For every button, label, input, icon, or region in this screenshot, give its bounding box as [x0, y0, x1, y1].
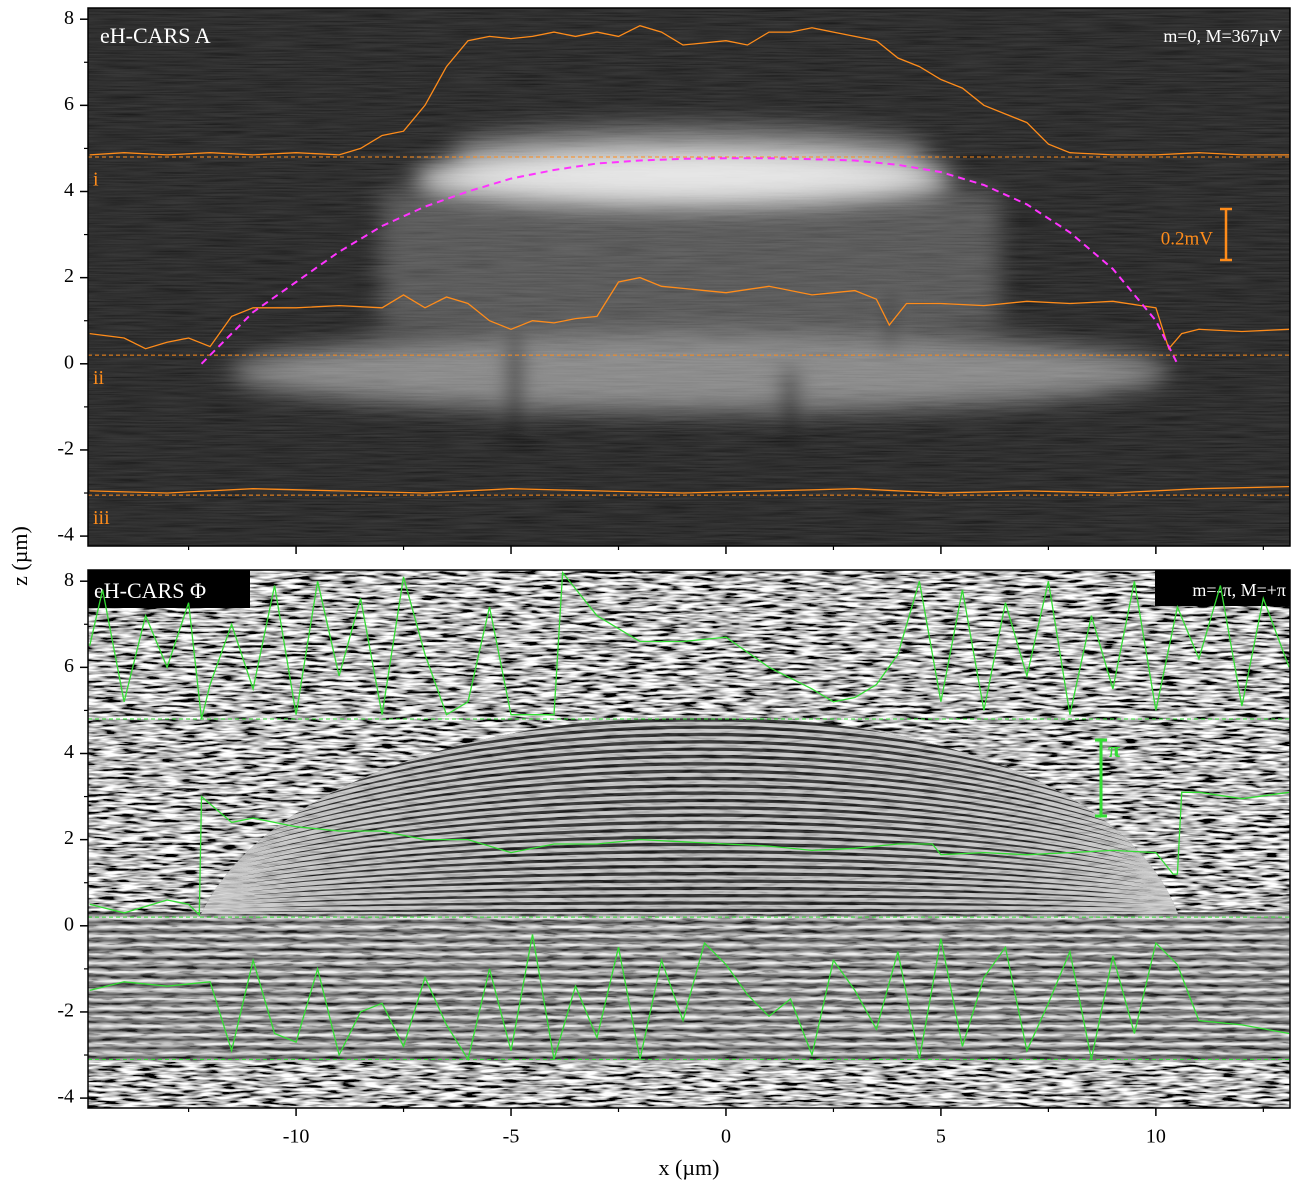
panel-title: eH-CARS A — [100, 23, 211, 48]
y-tick-label: 2 — [64, 827, 74, 849]
x-axis-label: x (µm) — [659, 1155, 720, 1180]
line-label: iii — [93, 507, 110, 529]
profile-line — [200, 157, 1179, 365]
title-box — [88, 570, 250, 608]
y-axis-label: z (µm) — [7, 526, 32, 586]
y-tick-label: -4 — [57, 1086, 74, 1108]
plot-area — [88, 25, 1290, 496]
panel-b-image — [88, 570, 1290, 1108]
y-tick-label: -4 — [57, 524, 74, 546]
profile-line — [89, 791, 1290, 917]
x-tick-label: 0 — [721, 1126, 731, 1148]
scale-label: π — [1108, 737, 1120, 762]
x-tick-label: -10 — [283, 1126, 310, 1148]
x-tick-label: 10 — [1146, 1126, 1166, 1148]
y-tick-label: -2 — [57, 1000, 74, 1022]
y-tick-label: 4 — [64, 741, 74, 763]
panel-annotation: m=-π, M=+π — [1192, 580, 1286, 600]
profile-line — [89, 934, 1290, 1061]
line-label: ii — [93, 367, 105, 389]
panel-annotation: m=0, M=367µV — [1163, 26, 1282, 46]
line-label: i — [93, 169, 99, 191]
panel-a-image — [88, 8, 1290, 546]
profile-line — [89, 570, 1290, 720]
x-tick-label: -5 — [503, 1126, 520, 1148]
scale-bar — [1095, 738, 1107, 818]
scale-bar — [1220, 207, 1232, 262]
y-tick-label: 8 — [64, 569, 74, 591]
scale-label: 0.2mV — [1161, 228, 1214, 249]
y-tick-label: 2 — [64, 265, 74, 287]
y-tick-label: 0 — [64, 351, 74, 373]
panel-title: eH-CARS Φ — [94, 578, 206, 603]
y-tick-label: -2 — [57, 438, 74, 460]
x-tick-label: 5 — [936, 1126, 946, 1148]
y-tick-label: 6 — [64, 93, 74, 115]
profile-line — [89, 485, 1290, 494]
y-tick-label: 6 — [64, 655, 74, 677]
plot-area — [88, 570, 1290, 1061]
profile-line — [89, 25, 1290, 156]
profile-line — [89, 276, 1290, 351]
y-tick-label: 0 — [64, 913, 74, 935]
y-tick-label: 4 — [64, 179, 74, 201]
y-tick-label: 8 — [64, 7, 74, 29]
